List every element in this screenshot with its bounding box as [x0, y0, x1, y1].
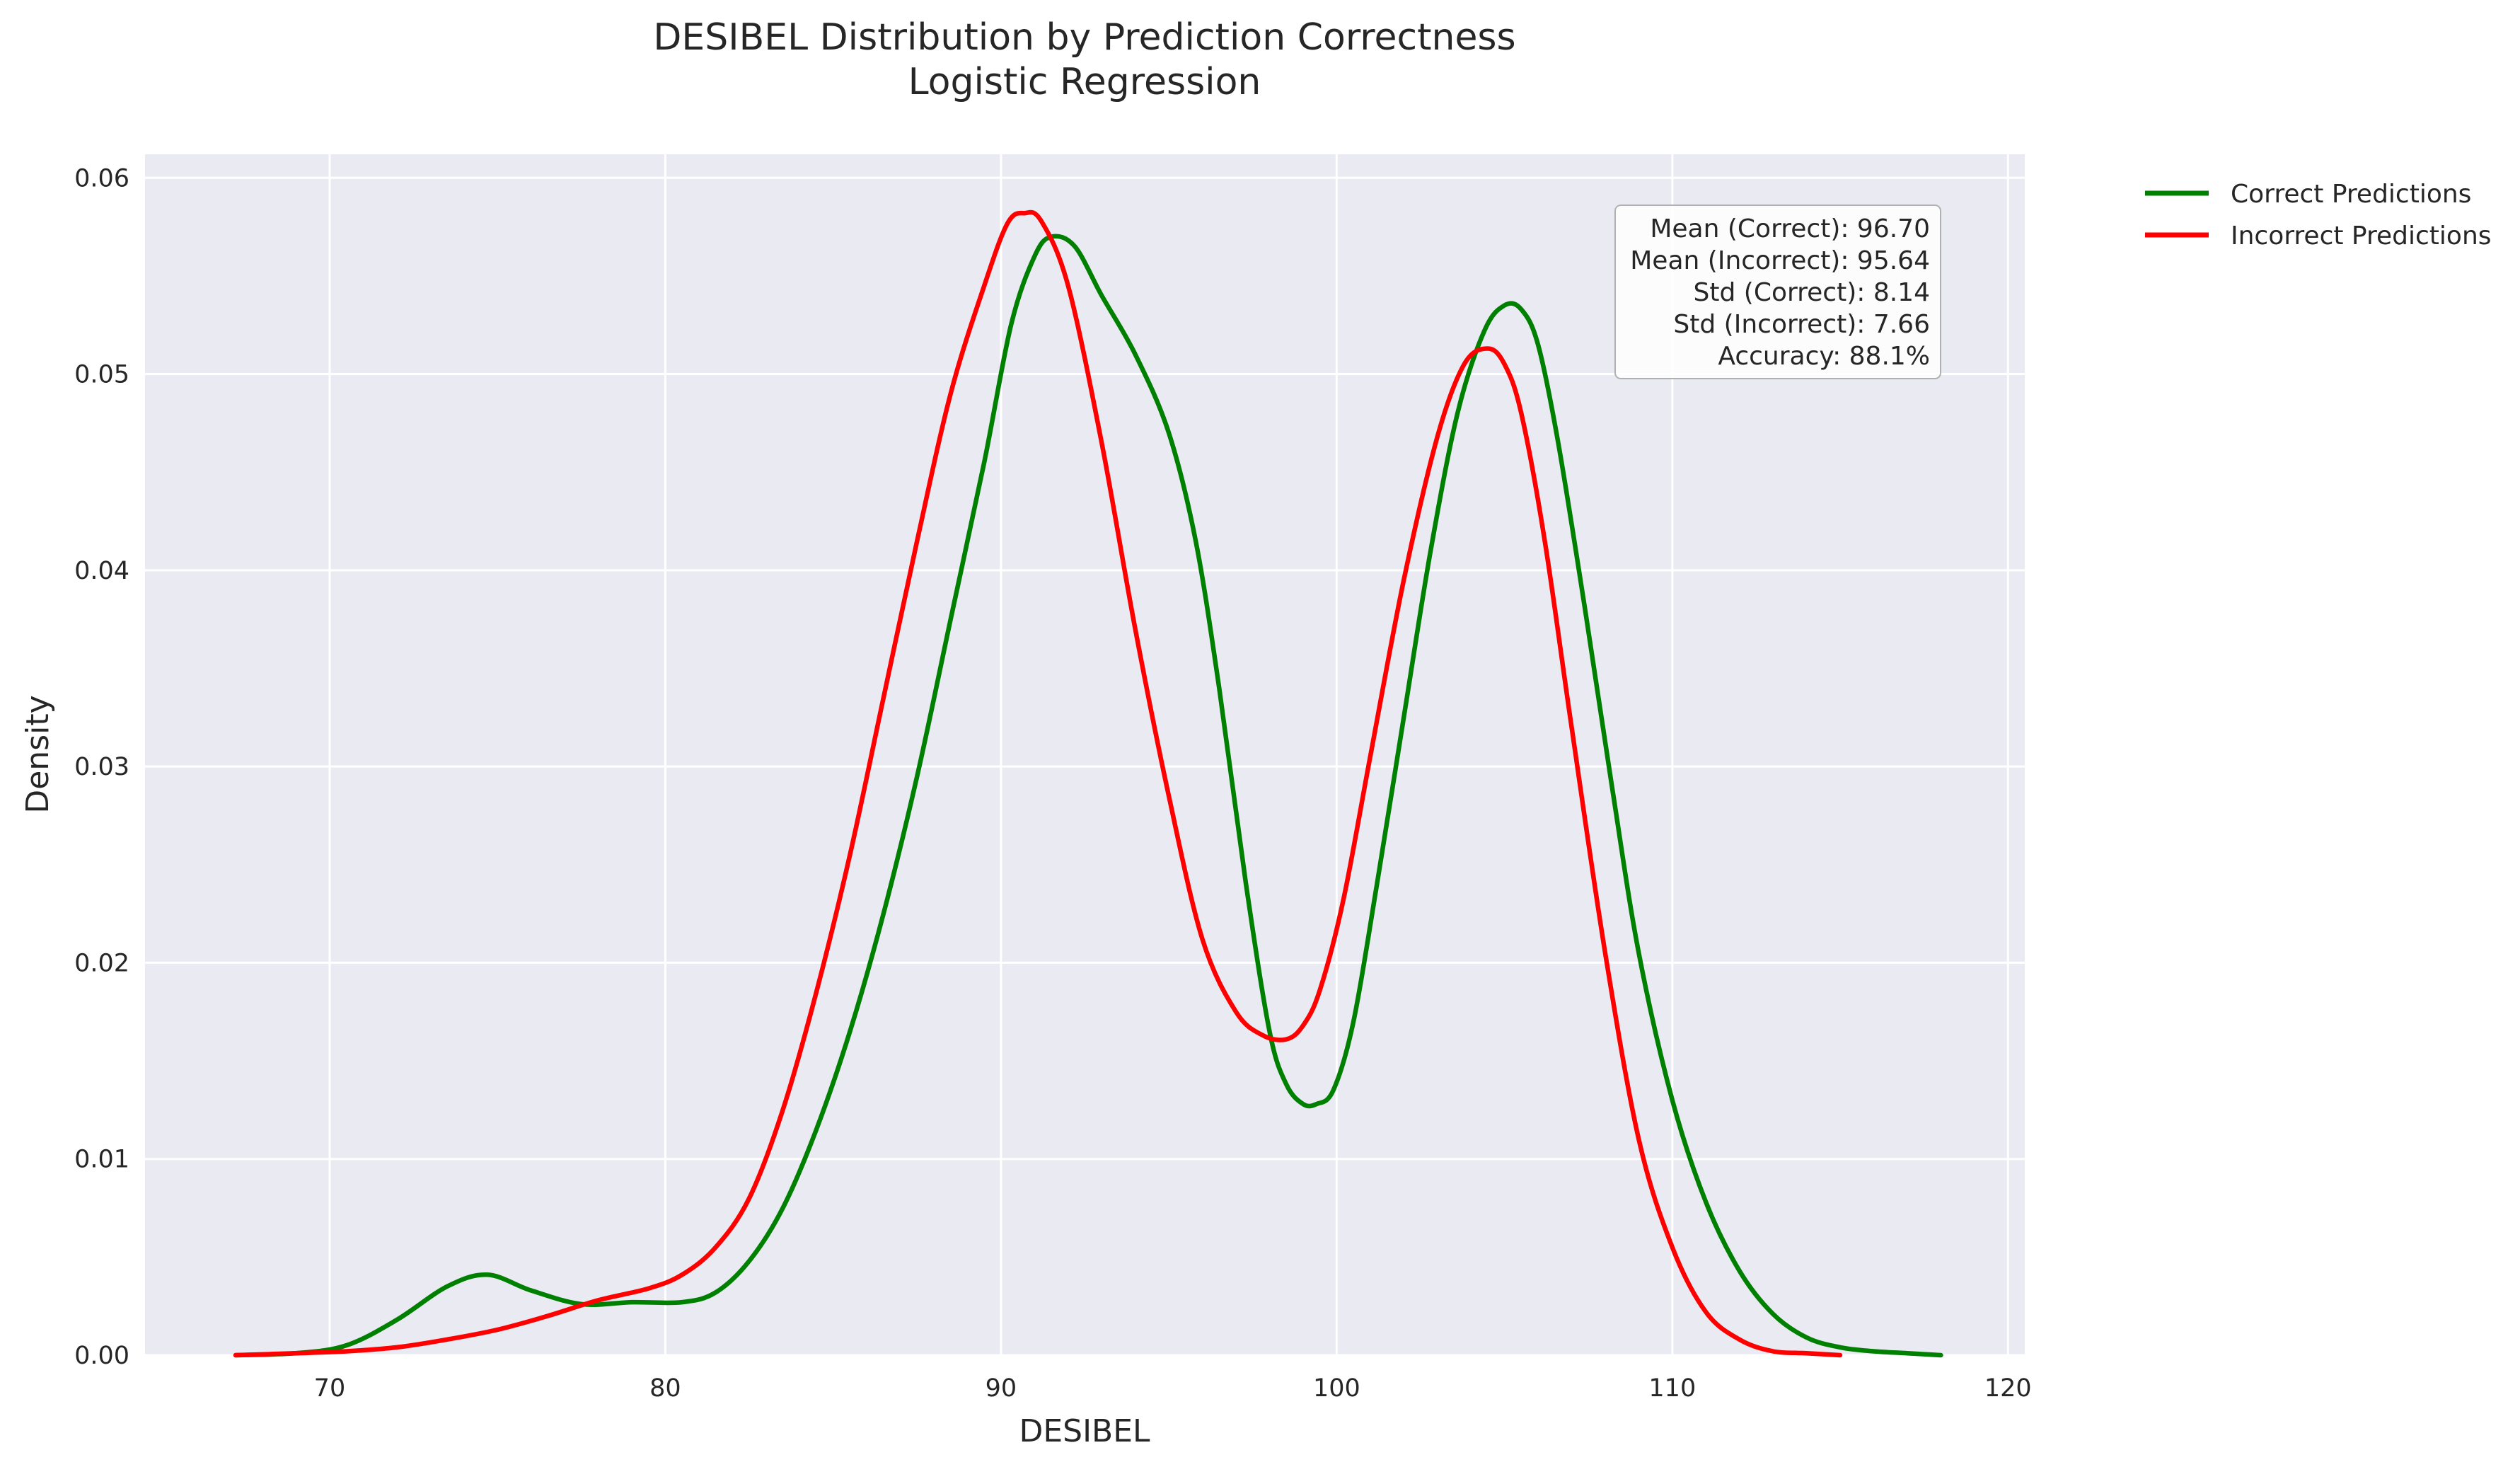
y-tick-label: 0.06: [74, 164, 129, 192]
legend-label-correct: Correct Predictions: [2231, 180, 2471, 209]
stats-line: Accuracy: 88.1%: [1718, 342, 1930, 371]
y-tick-label: 0.00: [74, 1342, 129, 1370]
y-tick-label: 0.04: [74, 557, 129, 585]
x-axis-label: DESIBEL: [1019, 1413, 1150, 1449]
x-tick-label: 120: [1984, 1374, 2032, 1403]
grid-lines: [145, 154, 2025, 1357]
y-tick-label: 0.02: [74, 949, 129, 977]
y-tick-label: 0.03: [74, 753, 129, 781]
x-tick-label: 110: [1648, 1374, 1696, 1403]
stats-line: Std (Incorrect): 7.66: [1673, 310, 1930, 339]
stats-line: Mean (Correct): 96.70: [1650, 214, 1930, 243]
stats-line: Std (Correct): 8.14: [1694, 278, 1930, 307]
x-tick-label: 70: [314, 1374, 346, 1403]
tick-labels: 70 80 90 100 110 120 0.00 0.01 0.02 0.03 0.04 0.05 0…: [74, 164, 2032, 1403]
legend: Correct Predictions Incorrect Prediction…: [2145, 180, 2492, 251]
series-line-incorrect: [233, 209, 1843, 1358]
chart-subtitle: Logistic Regression: [908, 61, 1261, 103]
chart-title: DESIBEL Distribution by Prediction Corre…: [653, 16, 1515, 59]
series-lines: [233, 209, 1943, 1358]
x-tick-label: 100: [1313, 1374, 1360, 1403]
stats-box: Mean (Correct): 96.70 Mean (Incorrect): …: [1614, 205, 1941, 379]
series-line-correct: [233, 234, 1943, 1358]
stats-box-frame: [1614, 205, 1941, 379]
y-tick-label: 0.05: [74, 361, 129, 389]
legend-label-incorrect: Incorrect Predictions: [2231, 222, 2492, 251]
y-tick-label: 0.01: [74, 1146, 129, 1174]
y-axis-label: Density: [20, 695, 56, 813]
x-tick-label: 90: [986, 1374, 1017, 1403]
stats-line: Mean (Incorrect): 95.64: [1630, 246, 1930, 275]
x-tick-label: 80: [649, 1374, 681, 1403]
